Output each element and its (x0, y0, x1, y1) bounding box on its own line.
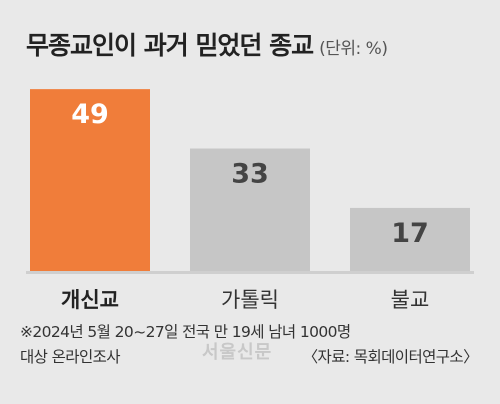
data-label-2: 17 (391, 218, 429, 249)
category-label-0: 개신교 (61, 288, 119, 312)
source-label: 〈자료: 목회데이터연구소〉 (302, 348, 479, 366)
survey-note: ※2024년 5월 20~27일 전국 만 19세 남녀 1000명 (20, 323, 351, 341)
survey-note-method: 대상 온라인조사 (20, 348, 121, 366)
category-label-1: 가톨릭 (221, 288, 279, 312)
data-label-0: 49 (71, 99, 109, 130)
title-row: 무종교인이 과거 믿었던 종교 (단위: %) (26, 26, 388, 62)
data-label-1: 33 (231, 159, 269, 190)
bar-chart: 49 개신교 33 가톨릭 17 불교 (26, 89, 474, 312)
category-label-2: 불교 (391, 288, 430, 312)
watermark-logo: 서울신문 (202, 342, 273, 363)
bar-1 (190, 148, 310, 271)
bar-0 (30, 89, 150, 271)
chart-title: 무종교인이 과거 믿었던 종교 (26, 31, 314, 60)
baseline (26, 271, 474, 274)
bar-2 (350, 207, 470, 271)
unit-label: (단위: %) (319, 39, 388, 59)
